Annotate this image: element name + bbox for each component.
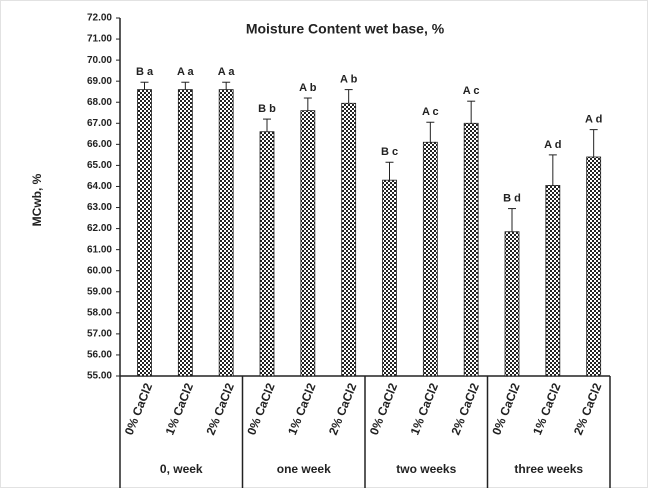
annotation: A c — [463, 85, 480, 97]
y-tick-label: 72.00 — [87, 13, 112, 24]
annotation: B c — [381, 146, 398, 158]
y-tick-label: 63.00 — [87, 202, 112, 213]
bar — [218, 89, 234, 377]
chart-title: Moisture Content wet base, % — [246, 21, 445, 37]
y-tick-label: 69.00 — [87, 76, 112, 87]
annotation: B b — [258, 103, 276, 115]
y-tick-label: 67.00 — [87, 118, 112, 129]
y-tick-label: 56.00 — [87, 350, 112, 361]
y-tick-label: 66.00 — [87, 139, 112, 150]
group-label: three weeks — [514, 462, 583, 476]
y-tick-label: 55.00 — [87, 371, 112, 382]
bar — [586, 156, 602, 377]
y-axis-label: MCwb, % — [30, 173, 44, 226]
y-tick-label: 64.00 — [87, 181, 112, 192]
annotation: A a — [177, 66, 195, 78]
bar — [137, 89, 152, 377]
annotation: A d — [544, 139, 561, 151]
y-tick-label: 58.00 — [87, 307, 112, 318]
group-label: two weeks — [396, 462, 456, 476]
bar — [463, 122, 479, 377]
y-tick-label: 60.00 — [87, 265, 112, 276]
bar — [545, 185, 561, 377]
bar — [341, 102, 357, 377]
y-tick-label: 59.00 — [87, 286, 112, 297]
annotation: A b — [340, 74, 358, 86]
y-tick-label: 61.00 — [87, 244, 112, 255]
annotation: A b — [299, 82, 317, 94]
group-label: 0, week — [160, 462, 203, 476]
annotation: B a — [136, 66, 154, 78]
bar — [382, 179, 397, 377]
annotation: B d — [503, 192, 521, 204]
annotation: A a — [218, 66, 236, 78]
y-tick-label: 71.00 — [87, 34, 112, 45]
bar — [422, 141, 438, 377]
y-tick-label: 68.00 — [87, 97, 112, 108]
annotation: A d — [585, 114, 602, 126]
y-tick-label: 62.00 — [87, 223, 112, 234]
y-tick-label: 70.00 — [87, 55, 112, 66]
group-label: one week — [277, 462, 331, 476]
y-tick-label: 57.00 — [87, 329, 112, 340]
bar — [504, 231, 520, 377]
bar — [259, 131, 275, 377]
bar — [177, 89, 193, 377]
annotation: A c — [422, 106, 439, 118]
y-tick-label: 65.00 — [87, 160, 112, 171]
bar — [300, 110, 316, 377]
